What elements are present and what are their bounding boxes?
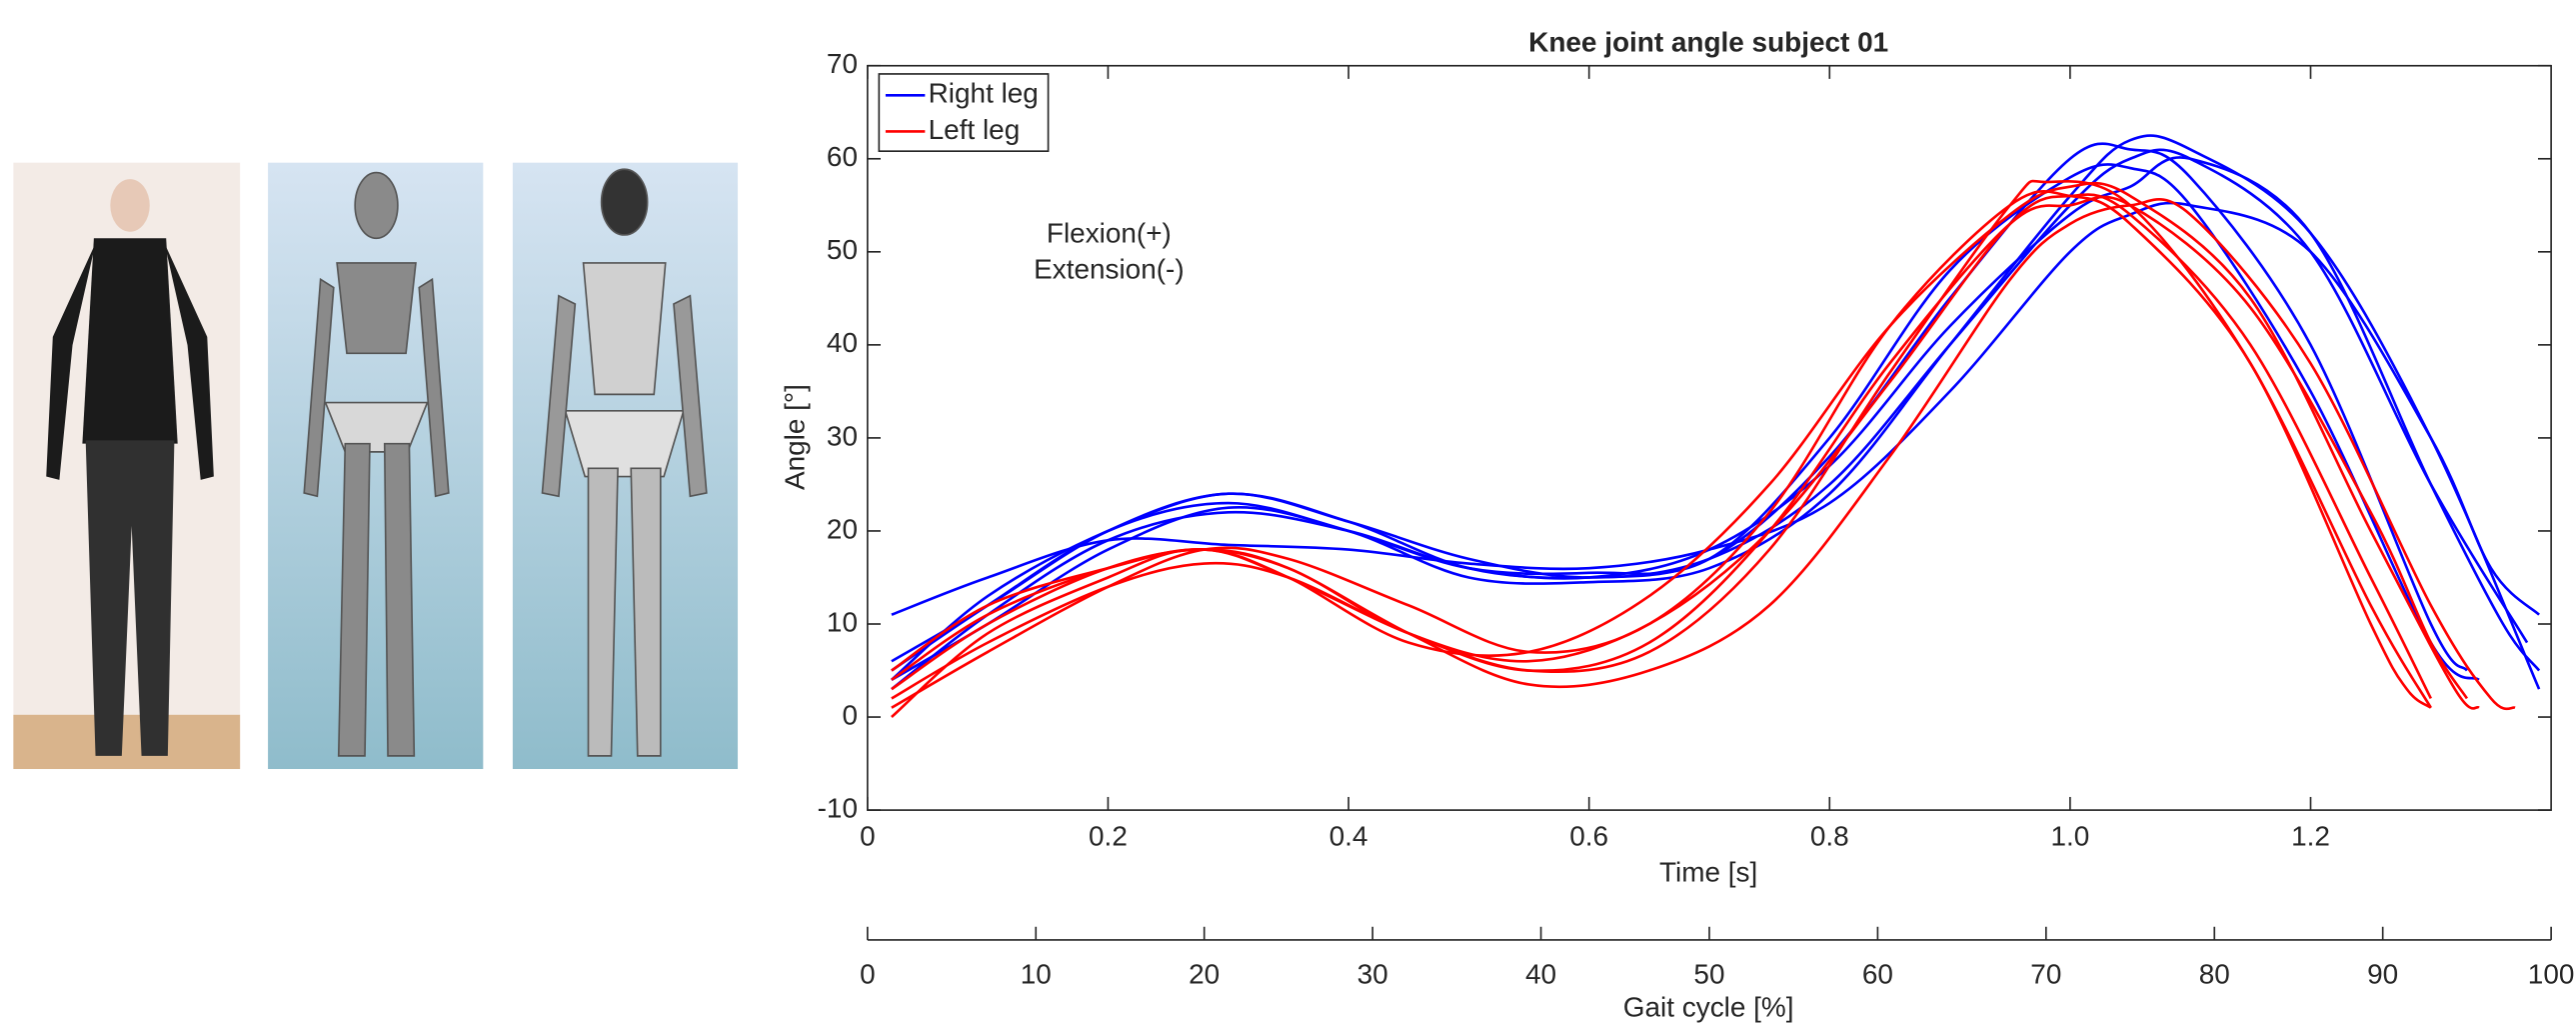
x2-tick-label: 20 — [1189, 958, 1220, 989]
avatar-back-head — [600, 168, 649, 236]
data-line — [891, 201, 2541, 616]
x2-tick-label: 40 — [1525, 958, 1556, 989]
x-tick-label: 1.0 — [2050, 820, 2089, 851]
x2-tick-label: 100 — [2528, 958, 2575, 989]
annotation: Flexion(+) — [1047, 217, 1172, 248]
floor — [13, 714, 241, 770]
chart-title: Knee joint angle subject 01 — [1528, 27, 1888, 58]
plot-frame — [867, 64, 2552, 811]
y-tick-label: 50 — [827, 234, 858, 265]
avatar-back-pelvis — [564, 409, 685, 478]
legend-label: Right leg — [929, 78, 1039, 109]
x2-tick-label: 30 — [1357, 958, 1388, 989]
avatar-chest — [336, 262, 417, 355]
x2-axis-label: Gait cycle [%] — [1623, 991, 1794, 1022]
x2-tick-label: 10 — [1021, 958, 1052, 989]
x2-tick-label: 70 — [2030, 958, 2061, 989]
data-line — [891, 163, 2480, 681]
head — [110, 179, 150, 232]
avatar-back-torso — [582, 262, 667, 396]
avatar-back-legs — [587, 467, 662, 757]
x-tick-label: 0.2 — [1089, 820, 1128, 851]
y-tick-label: 10 — [827, 606, 858, 637]
avatar-head — [354, 171, 399, 240]
y-tick-label: 40 — [827, 327, 858, 358]
x-axis-label: Time [s] — [1659, 857, 1757, 888]
photo-panels — [13, 162, 739, 770]
avatar-front — [268, 162, 484, 770]
data-line — [891, 190, 2432, 709]
x-tick-label: 0.6 — [1569, 820, 1608, 851]
y-tick-label: 60 — [827, 141, 858, 172]
x-tick-label: 0.4 — [1329, 820, 1368, 851]
avatar-back-arms — [541, 294, 708, 498]
x2-tick-label: 50 — [1693, 958, 1724, 989]
y-tick-label: -10 — [818, 792, 858, 823]
x2-tick-label: 90 — [2367, 958, 2398, 989]
annotation: Extension(-) — [1034, 254, 1185, 285]
x-tick-label: 0.8 — [1810, 820, 1849, 851]
y-tick-label: 20 — [827, 513, 858, 544]
avatar-legs — [337, 442, 416, 757]
legend-box — [878, 73, 1050, 152]
legend-label: Left leg — [929, 114, 1021, 145]
x2-tick-label: 80 — [2199, 958, 2230, 989]
legs — [85, 440, 175, 756]
torso — [82, 238, 178, 444]
y-tick-label: 30 — [827, 420, 858, 451]
y-tick-label: 0 — [842, 699, 858, 730]
y-tick-label: 70 — [827, 48, 858, 79]
x-tick-label: 0 — [860, 820, 876, 851]
data-line — [891, 195, 2469, 700]
avatar-arms — [303, 277, 450, 498]
x-tick-label: 1.2 — [2291, 820, 2330, 851]
x2-tick-label: 60 — [1862, 958, 1893, 989]
y-axis-label: Angle [°] — [780, 384, 811, 490]
x2-tick-label: 0 — [860, 958, 876, 989]
